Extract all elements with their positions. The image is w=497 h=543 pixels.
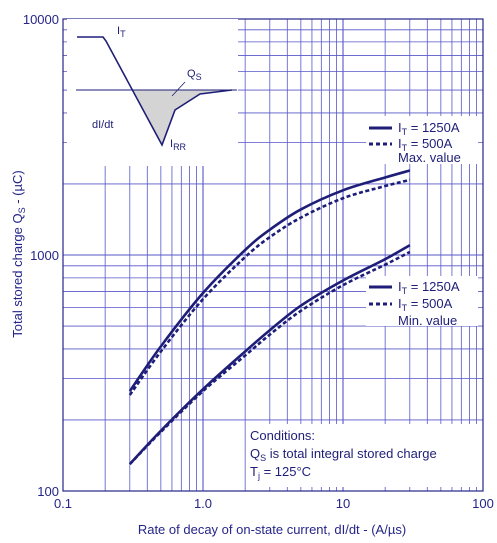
- legend-min-entry-500: IT = 500A: [398, 296, 453, 313]
- series-line-max-1250a: [128, 169, 411, 392]
- inset-it-label: IT: [117, 25, 126, 39]
- inset-irr-label: IRR: [170, 138, 187, 152]
- x-tick-label: 1.0: [194, 496, 212, 511]
- y-axis-label: Total stored charge QS - (µC): [10, 170, 27, 337]
- conditions-title: Conditions:: [250, 428, 315, 443]
- data-curves: [128, 169, 411, 466]
- legend-max-background: [366, 116, 478, 164]
- x-axis-label: Rate of decay of on-state current, dI/dt…: [138, 522, 406, 537]
- stored-charge-area-shade: [133, 90, 232, 145]
- y-tick-label: 1000: [30, 248, 59, 263]
- legend-max-entry-500: IT = 500A: [398, 136, 453, 153]
- legend-max-entry-1250: IT = 1250A: [398, 120, 460, 137]
- inset-qs-label: QS: [187, 68, 202, 82]
- series-line-max-500a: [128, 178, 411, 396]
- legend-min-entry-1250: IT = 1250A: [398, 279, 460, 296]
- inset-didt-label: dI/dt: [92, 119, 113, 131]
- legend-min-background: [366, 276, 478, 326]
- inset-diagram: IT QS dI/dt IRR: [67, 19, 238, 166]
- conditions-background: [246, 424, 482, 487]
- tick-labels: 0.1 1.0 10 100 100 1000 10000: [23, 12, 494, 511]
- legend-min: IT = 1250A IT = 500A Min. value: [366, 276, 478, 328]
- qs-leader-line: [171, 81, 186, 97]
- conditions-line-qs: QS is total integral stored charge: [250, 446, 437, 463]
- legend-min-caption: Min. value: [398, 313, 457, 328]
- plot-frame: [62, 18, 484, 492]
- x-tick-label: 10: [336, 496, 350, 511]
- x-tick-label: 100: [472, 496, 494, 511]
- conditions-note: Conditions: QS is total integral stored …: [246, 424, 482, 487]
- y-tick-label: 10000: [23, 12, 59, 27]
- legend-max-caption: Max. value: [398, 150, 461, 165]
- current-waveform: [77, 36, 233, 147]
- series-line-min-500a: [128, 250, 411, 466]
- y-tick-label: 100: [37, 484, 59, 499]
- conditions-line-tj: Tj = 125°C: [250, 464, 311, 481]
- legend-max: IT = 1250A IT = 500A Max. value: [366, 116, 478, 165]
- x-tick-label: 0.1: [54, 496, 72, 511]
